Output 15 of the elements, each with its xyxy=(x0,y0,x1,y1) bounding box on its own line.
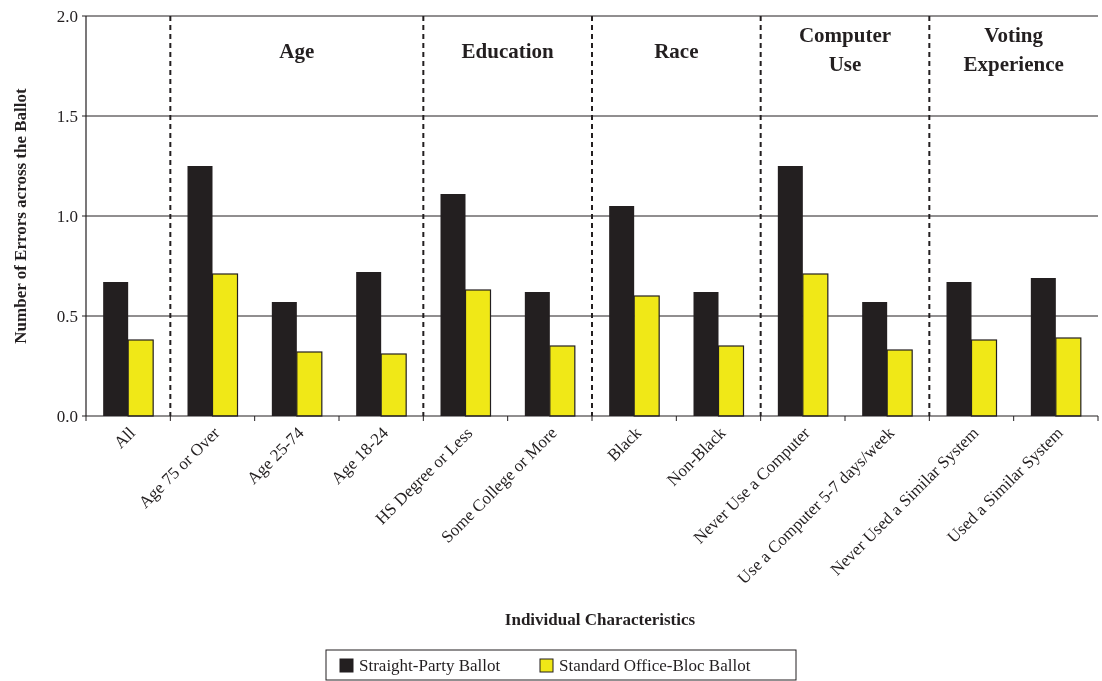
y-tick-label: 1.0 xyxy=(56,206,78,226)
annotation: Voting Experience xyxy=(963,23,1064,76)
legend-label: Straight-Party Ballot xyxy=(359,656,501,675)
y-tick-label: 0.5 xyxy=(56,306,78,326)
legend-label: Standard Office-Bloc Ballot xyxy=(559,656,751,675)
y-axis-title: Number of Errors across the Ballot xyxy=(11,87,30,344)
y-tick-label: 1.5 xyxy=(56,106,78,126)
annotation: Computer Use xyxy=(798,23,892,76)
x-tick-label: All xyxy=(110,423,140,453)
x-axis-title: Individual Characteristics xyxy=(504,610,696,629)
annotation: Race xyxy=(654,39,699,63)
y-tick-label: 0.0 xyxy=(56,406,78,426)
y-tick-label: 2.0 xyxy=(56,6,78,26)
annotation: Age xyxy=(279,39,315,63)
annotation: Education xyxy=(461,39,555,63)
